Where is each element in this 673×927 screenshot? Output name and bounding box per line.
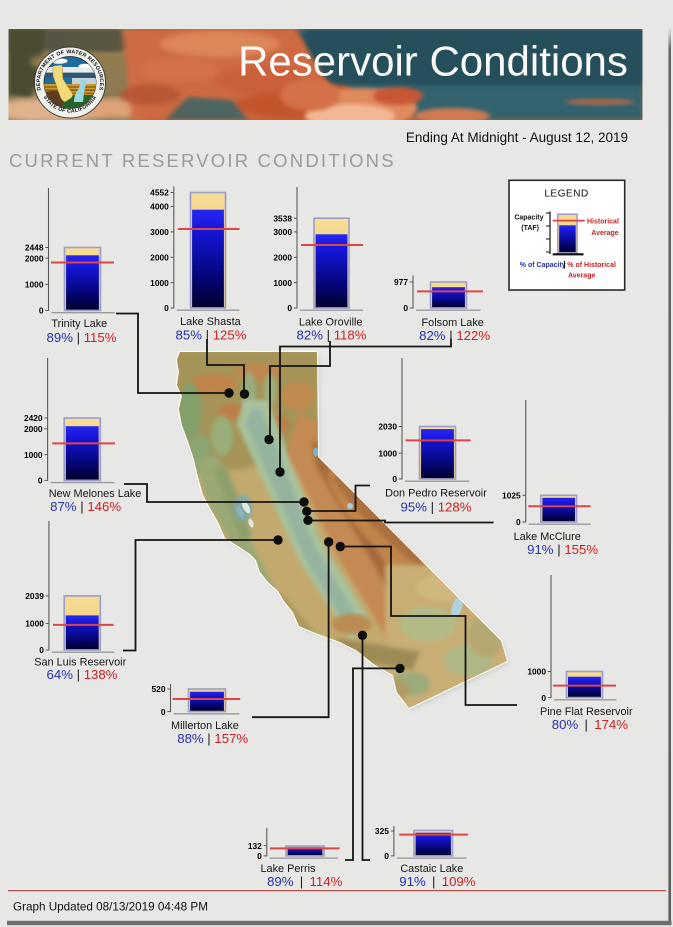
svg-text:64% | 138%: 64% | 138% (47, 667, 118, 682)
svg-text:% of Capacity: % of Capacity (520, 262, 566, 269)
svg-text:89% | 115%: 89% | 115% (47, 330, 117, 345)
svg-text:87% | 146%: 87% | 146% (50, 499, 121, 514)
svg-text:% of Historical: % of Historical (567, 262, 616, 269)
svg-text:Lake Shasta: Lake Shasta (180, 316, 241, 328)
svg-text:Reservoir Conditions: Reservoir Conditions (238, 38, 628, 85)
svg-text:4552: 4552 (150, 188, 169, 198)
svg-text:1000: 1000 (527, 667, 546, 677)
svg-text:0: 0 (164, 303, 169, 313)
svg-text:Trinity Lake: Trinity Lake (51, 318, 107, 330)
svg-text:Don Pedro Reservoir: Don Pedro Reservoir (385, 488, 487, 500)
svg-text:Millerton Lake: Millerton Lake (171, 720, 239, 732)
svg-text:1025: 1025 (502, 491, 521, 501)
svg-text:0: 0 (38, 476, 43, 486)
svg-text:3000: 3000 (150, 227, 169, 237)
svg-text:3000: 3000 (273, 227, 292, 237)
svg-text:Average: Average (568, 272, 595, 279)
svg-text:0: 0 (541, 693, 546, 703)
svg-text:Ending At Midnight - August 12: Ending At Midnight - August 12, 2019 (406, 130, 628, 145)
svg-text:CURRENT RESERVOIR CONDITIONS: CURRENT RESERVOIR CONDITIONS (9, 150, 396, 171)
svg-text:Pine Flat Reservoir: Pine Flat Reservoir (540, 706, 633, 718)
svg-text:0: 0 (403, 303, 408, 313)
svg-text:89% | 114%: 89% | 114% (267, 874, 342, 889)
svg-text:1000: 1000 (25, 280, 44, 290)
svg-text:Lake McClure: Lake McClure (514, 531, 581, 543)
svg-text:0: 0 (392, 474, 397, 484)
svg-text:0: 0 (39, 645, 44, 655)
svg-text:325: 325 (375, 826, 389, 836)
svg-text:Lake Oroville: Lake Oroville (299, 317, 363, 329)
svg-text:1000: 1000 (378, 448, 397, 458)
svg-text:2448: 2448 (25, 243, 44, 253)
svg-text:0: 0 (516, 517, 521, 527)
svg-text:Lake Perris: Lake Perris (260, 863, 316, 875)
svg-text:1000: 1000 (24, 450, 43, 460)
svg-text:2039: 2039 (25, 591, 44, 601)
svg-text:91% | 109%: 91% | 109% (399, 874, 475, 889)
svg-text:1000: 1000 (25, 619, 44, 629)
svg-text:0: 0 (257, 851, 262, 861)
svg-text:San Luis Reservoir: San Luis Reservoir (34, 656, 126, 668)
svg-text:2030: 2030 (378, 422, 397, 432)
svg-text:1000: 1000 (150, 278, 169, 288)
svg-text:520: 520 (152, 684, 166, 694)
svg-text:82% | 122%: 82% | 122% (419, 328, 490, 343)
svg-text:132: 132 (248, 841, 262, 851)
svg-text:85% | 125%: 85% | 125% (176, 328, 247, 343)
svg-text:95% | 128%: 95% | 128% (401, 500, 472, 515)
svg-text:LEGEND: LEGEND (544, 189, 588, 200)
svg-text:0: 0 (384, 851, 389, 861)
svg-text:2000: 2000 (150, 253, 169, 263)
svg-text:0: 0 (161, 707, 166, 717)
svg-text:Average: Average (591, 230, 618, 237)
svg-text:0: 0 (287, 303, 292, 313)
svg-text:91% | 155%: 91% | 155% (527, 542, 598, 557)
svg-text:Folsom Lake: Folsom Lake (422, 317, 484, 329)
svg-text:2000: 2000 (273, 253, 292, 263)
svg-text:Historical: Historical (587, 219, 619, 226)
svg-text:4000: 4000 (150, 202, 169, 212)
svg-text:Castaic Lake: Castaic Lake (400, 863, 463, 875)
svg-text:977: 977 (394, 277, 408, 287)
svg-text:88% | 157%: 88% | 157% (177, 731, 248, 746)
svg-text:80% | 174%: 80% | 174% (552, 717, 628, 732)
svg-text:2420: 2420 (24, 413, 43, 423)
svg-text:1000: 1000 (273, 278, 292, 288)
svg-text:82% | 118%: 82% | 118% (297, 328, 367, 343)
svg-text:0: 0 (39, 306, 44, 316)
svg-text:|: | (563, 259, 565, 269)
svg-text:New Melones Lake: New Melones Lake (49, 488, 142, 500)
svg-text:2000: 2000 (25, 253, 44, 263)
svg-text:(TAF): (TAF) (521, 225, 539, 232)
svg-text:3538: 3538 (273, 213, 292, 223)
svg-text:2000: 2000 (24, 424, 43, 434)
svg-text:Capacity: Capacity (514, 214, 543, 221)
svg-text:Graph Updated 08/13/2019 04:48: Graph Updated 08/13/2019 04:48 PM (13, 901, 208, 914)
